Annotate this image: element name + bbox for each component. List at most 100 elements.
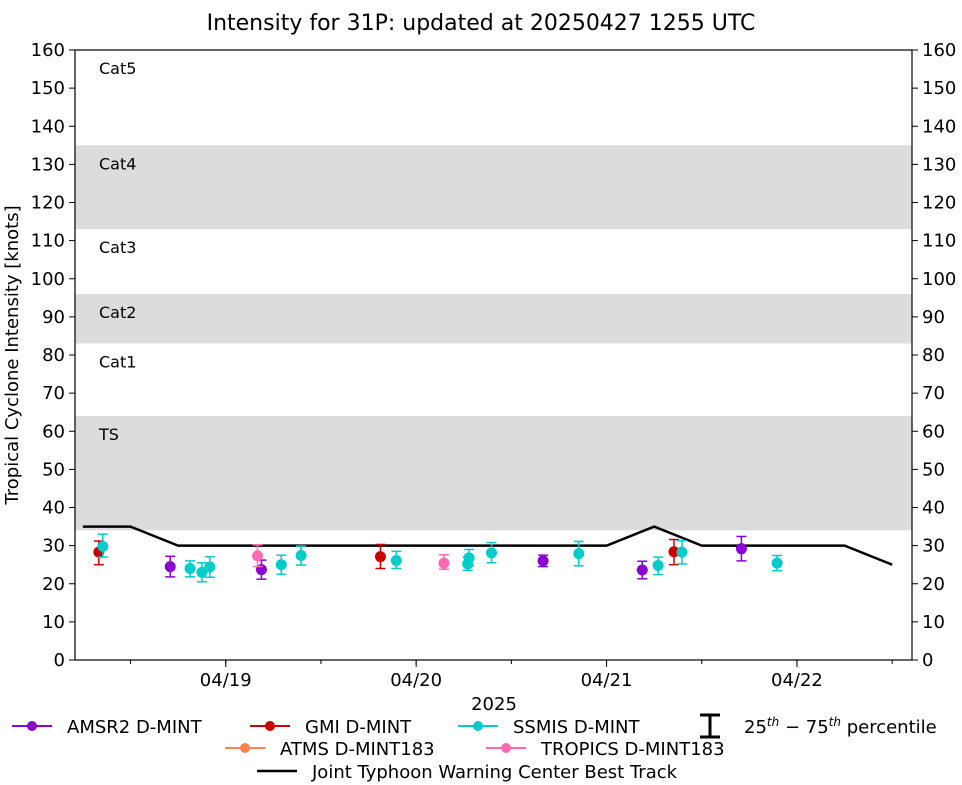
best-track-line	[82, 525, 893, 566]
chart-title: Intensity for 31P: updated at 20250427 1…	[207, 11, 756, 36]
point-marker	[97, 540, 109, 552]
point-marker	[463, 552, 475, 564]
data-point	[771, 554, 783, 572]
y-tick-label-left: 110	[31, 231, 65, 252]
x-tick-label: 04/22	[771, 670, 823, 691]
point-marker	[486, 547, 498, 559]
y-tick-label-right: 20	[922, 574, 945, 595]
dmint-points	[93, 533, 783, 583]
data-point	[486, 541, 498, 564]
y-tick-label-left: 70	[42, 383, 65, 404]
data-point	[196, 562, 208, 583]
data-point	[668, 538, 680, 566]
point-marker	[275, 559, 287, 571]
data-point	[204, 555, 216, 579]
y-tick-label-right: 120	[922, 193, 956, 214]
y-axis-label: Tropical Cyclone Intensity [knots]	[2, 205, 23, 505]
legend-label: Joint Typhoon Warning Center Best Track	[311, 762, 678, 783]
x-tick-label: 04/20	[390, 670, 442, 691]
point-marker	[204, 561, 216, 573]
data-point	[374, 543, 386, 570]
legend-label: AMSR2 D-MINT	[67, 717, 203, 738]
legend-label: ATMS D-MINT183	[280, 739, 435, 760]
point-marker	[537, 555, 549, 567]
y-tick-label-left: 20	[42, 574, 65, 595]
data-point	[636, 560, 648, 580]
y-tick-label-right: 130	[922, 154, 956, 175]
band-label: Cat4	[99, 154, 136, 173]
y-tick-label-right: 80	[922, 345, 945, 366]
data-point	[251, 544, 263, 568]
point-marker	[184, 563, 196, 574]
legend-label: GMI D-MINT	[305, 717, 412, 738]
legend-entry-best-track: Joint Typhoon Warning Center Best Track	[257, 762, 678, 783]
legend-swatch-marker	[240, 743, 250, 753]
y-tick-label-right: 0	[922, 650, 933, 671]
band-cat2	[75, 294, 912, 344]
point-marker	[196, 566, 208, 578]
y-tick-label-left: 160	[31, 40, 65, 61]
y-tick-label-left: 40	[42, 498, 65, 519]
point-marker	[295, 550, 307, 562]
point-marker	[374, 551, 386, 563]
y-tick-label-left: 120	[31, 193, 65, 214]
y-tick-label-right: 160	[922, 40, 956, 61]
data-point	[735, 535, 747, 562]
x-axis-label: 2025	[471, 694, 517, 715]
legend-entry: AMSR2 D-MINT	[12, 717, 203, 738]
y-tick-label-left: 30	[42, 536, 65, 557]
point-marker	[573, 548, 585, 560]
y-tick-label-left: 0	[54, 650, 65, 671]
point-marker	[251, 550, 263, 562]
legend-label: TROPICS D-MINT183	[540, 739, 725, 760]
y-tick-label-left: 130	[31, 154, 65, 175]
legend-label: SSMIS D-MINT	[513, 717, 640, 738]
legend-swatch-marker	[27, 721, 37, 731]
legend-swatch-marker	[501, 743, 511, 753]
legend-swatch-marker	[265, 721, 275, 731]
category-band-labels: TS Cat1 Cat2 Cat3 Cat4 Cat5	[98, 59, 136, 444]
percentile-label-part: th	[829, 715, 841, 729]
data-point	[676, 539, 688, 565]
point-marker	[438, 557, 450, 569]
band-label: Cat2	[99, 303, 136, 322]
y-tick-label-left: 140	[31, 116, 65, 137]
point-marker	[771, 557, 783, 569]
point-marker	[735, 543, 747, 555]
axes: 0 0 10 10 20 20 30 30 40 40 50 50 60 60 70 70 80 80 90 90 10…	[31, 40, 957, 691]
y-tick-label-left: 50	[42, 459, 65, 480]
point-marker	[636, 564, 648, 576]
legend-entry: GMI D-MINT	[250, 717, 412, 738]
data-point	[275, 554, 287, 575]
band-ts	[75, 416, 912, 531]
y-tick-label-left: 60	[42, 421, 65, 442]
band-label: Cat5	[99, 59, 136, 78]
legend-entry: ATMS D-MINT183	[225, 739, 435, 760]
data-point	[390, 550, 402, 570]
legend-entry: SSMIS D-MINT	[458, 717, 640, 738]
x-tick-label: 04/21	[581, 670, 633, 691]
y-tick-label-left: 10	[42, 612, 65, 633]
point-marker	[390, 554, 402, 566]
y-tick-label-right: 90	[922, 307, 945, 328]
best-track-polyline	[82, 525, 893, 566]
y-tick-label-right: 110	[922, 231, 956, 252]
category-bands	[75, 145, 912, 531]
y-tick-label-left: 100	[31, 269, 65, 290]
data-point	[438, 554, 450, 571]
data-point	[537, 554, 549, 568]
data-point	[97, 533, 109, 558]
x-tick-label: 04/19	[200, 670, 252, 691]
percentile-label-part: th	[767, 715, 779, 729]
percentile-label: 25th − 75th percentile	[744, 715, 937, 738]
band-label: TS	[98, 425, 119, 444]
percentile-label-part: percentile	[841, 717, 937, 738]
percentile-label-part: − 75	[779, 717, 828, 738]
y-tick-label-right: 140	[922, 116, 956, 137]
percentile-label-part: 25	[744, 717, 767, 738]
y-tick-label-left: 150	[31, 78, 65, 99]
data-point	[573, 540, 585, 567]
point-marker	[652, 559, 664, 571]
y-tick-label-right: 50	[922, 459, 945, 480]
